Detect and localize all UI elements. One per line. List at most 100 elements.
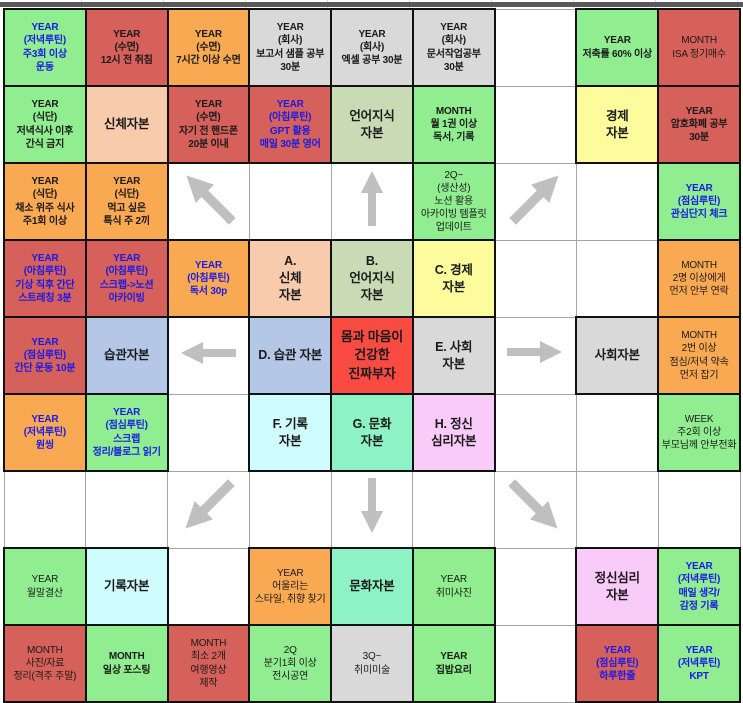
grid-cell: G. 문화 자본 — [330, 393, 414, 472]
grid-cell: 2Q 분기1회 이상 전시공연 — [248, 624, 333, 703]
grid-cell-arrow — [330, 162, 414, 241]
grid-cell-empty — [657, 470, 741, 549]
grid-cell: MONTH 월 1권 이상 독서, 기록 — [411, 85, 496, 164]
grid-cell-empty — [575, 239, 659, 318]
grid-cell-arrow — [330, 470, 414, 549]
grid-cell-empty — [575, 162, 659, 241]
grid-cell: YEAR (저녁루틴) 매일 생각/ 감정 기록 — [657, 547, 741, 626]
grid-cell-empty — [494, 239, 577, 318]
grid-cell-empty — [494, 393, 577, 472]
grid-cell: MONTH 사진/자료 정리(격주 주말) — [3, 624, 87, 703]
grid-cell-arrow — [494, 316, 577, 395]
grid-cell: YEAR (수면) 자기 전 핸드폰 20분 이내 — [166, 85, 251, 164]
grid-cell: D. 습관 자본 — [248, 316, 333, 395]
grid-cell: YEAR (회사) 엑셀 공부 30분 — [330, 8, 414, 87]
grid-cell-empty — [412, 470, 496, 549]
arrow-up-icon — [360, 170, 384, 227]
arrow-down-left-icon — [175, 473, 242, 540]
grid-cell: 언어지식 자본 — [330, 85, 414, 164]
grid-cell: YEAR 저축률 60% 이상 — [575, 8, 660, 87]
grid-cell: YEAR (식단) 저녁식사 이후 간식 금지 — [3, 85, 87, 164]
grid-row: YEAR (점심루틴) 간단 운동 10분 습관자본 D. 습관 자본 몸과 마음이 … — [3, 316, 741, 395]
grid-cell: YEAR (수면) 7시간 이상 수면 — [166, 8, 251, 87]
grid-cell: MONTH 최소 2개 여행영상 제작 — [166, 624, 251, 703]
grid-cell: YEAR 월말결산 — [3, 547, 87, 626]
grid-cell-arrow — [494, 162, 577, 241]
arrow-down-right-icon — [502, 473, 569, 540]
grid-cell: YEAR (점심루틴) 간단 운동 10분 — [3, 316, 87, 395]
grid-cell-empty — [494, 85, 577, 164]
grid-cell: YEAR 어울리는 스타일, 취향 찾기 — [248, 547, 333, 626]
mandala-grid: YEAR (저녁루틴) 주3회 이상 운동 YEAR (수면) 12시 전 취침 Y… — [3, 8, 741, 703]
grid-cell-empty — [85, 470, 169, 549]
arrow-left-icon — [180, 341, 237, 365]
grid-cell-empty — [248, 162, 332, 241]
grid-cell: YEAR (점심루틴) 관심단지 체크 — [657, 162, 741, 241]
grid-cell-empty — [167, 393, 250, 472]
grid-cell-empty — [494, 547, 577, 626]
grid-cell-empty — [3, 470, 87, 549]
grid-cell-empty — [575, 393, 659, 472]
grid-cell: YEAR (저녁루틴) KPT — [657, 624, 741, 703]
grid-cell: 2Q~ (생산성) 노션 활용 아카이빙 템플릿 업데이트 — [411, 162, 496, 241]
grid-row — [3, 470, 741, 549]
grid-cell: YEAR (식단) 채소 위주 식사 주1회 이상 — [3, 162, 87, 241]
grid-cell: 3Q~ 취미미술 — [330, 624, 414, 703]
grid-cell: YEAR (아침루틴) 스크랩->노션 아카이빙 — [84, 239, 169, 318]
arrow-right-icon — [507, 340, 563, 364]
grid-cell: YEAR 암호화폐 공부 30분 — [657, 85, 741, 164]
grid-cell: 사회자본 — [575, 316, 660, 395]
grid-cell: WEEK 주2회 이상 부모님께 안부전화 — [657, 393, 741, 472]
grid-cell: H. 정신 심리자본 — [411, 393, 496, 472]
grid-cell: YEAR (아침루틴) 기상 직후 간단 스트레칭 3분 — [3, 239, 87, 318]
grid-cell: 신체자본 — [84, 85, 169, 164]
grid-cell-arrow — [167, 316, 250, 395]
arrow-up-right-icon — [502, 165, 569, 232]
grid-cell: MONTH 2명 이상에게 먼저 안부 연락 — [657, 239, 741, 318]
grid-cell: C. 경제 자본 — [411, 239, 496, 318]
mandala-grid-body: YEAR (저녁루틴) 주3회 이상 운동 YEAR (수면) 12시 전 취침 Y… — [3, 8, 741, 703]
grid-cell-empty — [167, 547, 250, 626]
grid-cell-arrow — [494, 470, 577, 549]
sheet-top-border — [0, 2, 743, 7]
grid-cell: MONTH 2번 이상 점심/저녁 약속 먼저 잡기 — [657, 316, 741, 395]
grid-cell: YEAR (수면) 12시 전 취침 — [84, 8, 169, 87]
grid-row: YEAR (아침루틴) 기상 직후 간단 스트레칭 3분 YEAR (아침루틴) … — [3, 239, 741, 318]
grid-row: MONTH 사진/자료 정리(격주 주말) MONTH 일상 포스팅 MONTH 최… — [3, 624, 741, 703]
grid-cell: A. 신체 자본 — [248, 239, 333, 318]
grid-cell: YEAR (회사) 문서작업공부 30분 — [411, 8, 496, 87]
grid-cell: YEAR (식단) 먹고 싶은 특식 주 2끼 — [84, 162, 169, 241]
grid-cell: E. 사회 자본 — [411, 316, 496, 395]
arrow-down-icon — [360, 478, 384, 534]
grid-cell: 경제 자본 — [575, 85, 660, 164]
grid-cell-arrow — [167, 470, 250, 549]
grid-cell-empty — [575, 470, 659, 549]
grid-cell: 습관자본 — [84, 316, 169, 395]
grid-row: YEAR (저녁루틴) 주3회 이상 운동 YEAR (수면) 12시 전 취침 Y… — [3, 8, 741, 87]
grid-cell: YEAR (저녁루틴) 원씽 — [3, 393, 87, 472]
grid-cell: MONTH ISA 정기매수 — [657, 8, 741, 87]
grid-row: YEAR (식단) 저녁식사 이후 간식 금지 신체자본 YEAR (수면) 자기 … — [3, 85, 741, 164]
grid-cell-empty — [494, 624, 577, 703]
grid-cell: YEAR 취미사진 — [411, 547, 496, 626]
sheet-top-margin — [0, 0, 743, 8]
grid-cell: YEAR (아침루틴) 독서 30p — [166, 239, 251, 318]
grid-cell: YEAR (점심루틴) 하루한줄 — [575, 624, 660, 703]
grid-cell-arrow — [167, 162, 250, 241]
grid-row: YEAR (저녁루틴) 원씽 YEAR (점심루틴) 스크랩 정리/블로그 읽기 F… — [3, 393, 741, 472]
arrow-up-left-icon — [175, 165, 242, 232]
grid-cell: YEAR (점심루틴) 스크랩 정리/블로그 읽기 — [84, 393, 169, 472]
grid-cell: YEAR (아침루틴) GPT 활용 매일 30분 영어 — [248, 85, 333, 164]
grid-cell-empty — [494, 8, 577, 87]
grid-cell: B. 언어지식 자본 — [330, 239, 414, 318]
grid-cell: YEAR (회사) 보고서 샘플 공부 30분 — [248, 8, 333, 87]
grid-cell: MONTH 일상 포스팅 — [84, 624, 169, 703]
grid-cell: YEAR 집밥요리 — [411, 624, 496, 703]
grid-cell: F. 기록 자본 — [248, 393, 333, 472]
grid-cell: 정신심리 자본 — [575, 547, 660, 626]
grid-row: YEAR (식단) 채소 위주 식사 주1회 이상 YEAR (식단) 먹고 싶은… — [3, 162, 741, 241]
grid-cell-empty — [248, 470, 332, 549]
grid-row: YEAR 월말결산 기록자본 YEAR 어울리는 스타일, 취향 찾기 문화자본 YEA… — [3, 547, 741, 626]
grid-cell: 기록자본 — [84, 547, 169, 626]
grid-cell: 문화자본 — [330, 547, 414, 626]
